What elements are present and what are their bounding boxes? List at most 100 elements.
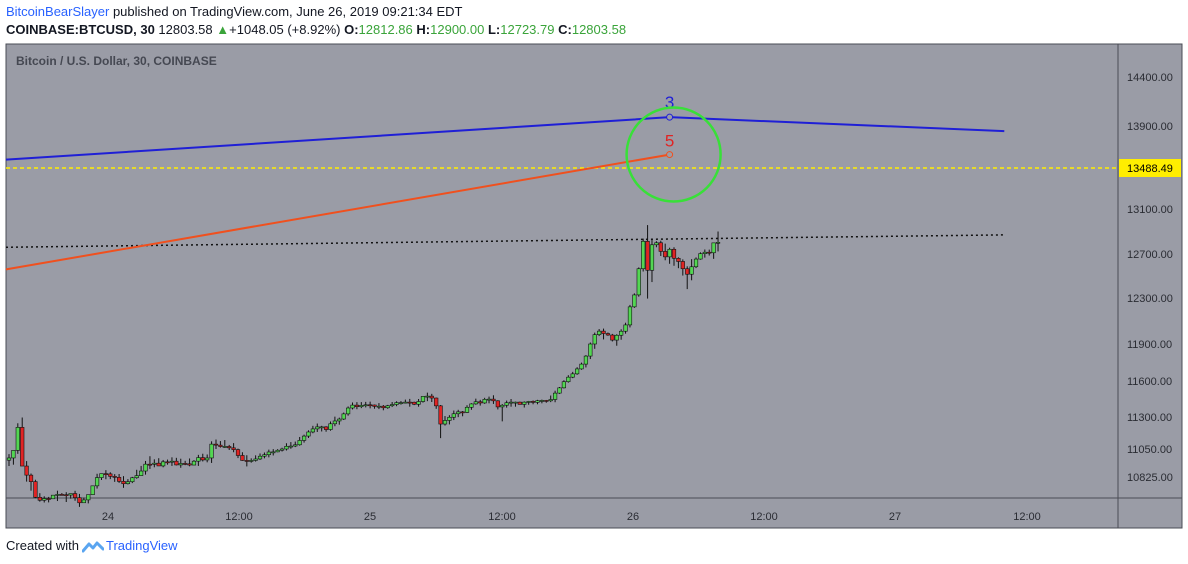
price-axis[interactable] (1118, 44, 1182, 498)
highlight-circle[interactable] (625, 106, 722, 203)
candle-body (663, 251, 668, 258)
high-value: 12900.00 (430, 22, 485, 37)
candle (522, 401, 527, 408)
candle (456, 409, 461, 418)
candle (161, 459, 166, 468)
candle-body (77, 497, 82, 504)
candle (77, 493, 82, 507)
candle (676, 257, 681, 269)
candle (319, 425, 324, 432)
candle-body (522, 401, 527, 405)
price-chart[interactable]: Bitcoin / U.S. Dollar, 30, COINBASE 1440… (0, 0, 1188, 530)
time-axis[interactable] (6, 498, 1118, 528)
candle (663, 243, 668, 261)
candle (103, 470, 108, 480)
candle-body (478, 401, 483, 404)
close-value: 12803.58 (571, 22, 627, 37)
y-tick-label: 11900.00 (1127, 339, 1172, 351)
candle (323, 426, 329, 432)
red-line-label: 5 (665, 132, 674, 151)
blue-line-handle[interactable] (666, 113, 674, 121)
candle (429, 393, 434, 402)
publish-info: BitcoinBearSlayer published on TradingVi… (6, 4, 463, 19)
candle (610, 333, 615, 342)
candle-body (623, 324, 628, 332)
y-tick-labels: 14400.00 13900.00 13100.00 12700.00 12300.00… (1127, 72, 1173, 484)
candle-body (81, 499, 86, 504)
candle (346, 406, 351, 416)
candle-body (707, 251, 712, 254)
candle-body (667, 248, 672, 258)
candle-body (685, 268, 690, 275)
candle-body (394, 402, 399, 405)
drawings[interactable]: 5 3 13488.49 (5, 93, 1181, 271)
dotted-trend-line[interactable] (5, 234, 1005, 248)
candle (504, 400, 509, 408)
candle-body (491, 398, 496, 402)
candle-body (350, 404, 355, 409)
candle (469, 403, 474, 410)
candle-body (398, 402, 404, 404)
candle (262, 452, 267, 459)
candle (288, 442, 293, 449)
candle (535, 399, 540, 405)
candle-body (72, 493, 78, 498)
red-trend-line[interactable] (5, 153, 670, 271)
candle-body (94, 477, 100, 487)
open-label: O: (344, 22, 359, 37)
candle-body (200, 457, 205, 461)
candle (165, 459, 170, 465)
tradingview-brand-link[interactable]: TradingView (105, 538, 178, 553)
candle (68, 493, 73, 499)
candle (486, 396, 492, 404)
candle (698, 252, 703, 260)
y-tick-label: 13900.00 (1127, 121, 1173, 133)
candle (623, 322, 628, 334)
candle-body (134, 475, 139, 479)
candle-body (627, 306, 633, 326)
candle (438, 405, 443, 439)
candle-body (130, 477, 135, 483)
x-tick-label: 12:00 (225, 511, 253, 523)
candle-body (121, 481, 126, 485)
price-label-box (1119, 159, 1181, 177)
candle-body (376, 405, 382, 408)
candle (6, 454, 12, 467)
candle (451, 410, 456, 421)
low-value: 12723.79 (500, 22, 555, 37)
candle-body (429, 395, 434, 399)
candle-body (654, 242, 659, 246)
candle-body (680, 261, 685, 270)
candle (191, 460, 197, 466)
candle-body (37, 496, 42, 501)
candle (707, 249, 712, 256)
candle (257, 453, 263, 460)
candle-body (125, 481, 131, 485)
candle-body (275, 449, 280, 453)
candle-body (235, 449, 241, 456)
candle-body (28, 474, 34, 482)
author-link[interactable]: BitcoinBearSlayer (6, 4, 110, 19)
candle-body (288, 445, 293, 448)
candle-body (143, 463, 148, 472)
candle (552, 390, 558, 403)
y-tick-label: 14400.00 (1127, 72, 1173, 84)
candle (183, 460, 188, 466)
candle (636, 267, 641, 297)
candle-body (156, 462, 161, 467)
y-tick-label: 12700.00 (1127, 249, 1173, 261)
candle-body (447, 416, 452, 421)
change-arrow-icon: ▲ (216, 22, 230, 37)
candle (354, 402, 360, 410)
candle (570, 371, 575, 379)
candle-body (368, 404, 373, 407)
candle-body (412, 401, 417, 405)
chart-pane[interactable] (6, 44, 1118, 498)
candle (37, 493, 42, 502)
candle (447, 415, 452, 425)
candle-body (42, 498, 47, 501)
candle-body (99, 473, 104, 478)
red-line-handle[interactable] (666, 151, 674, 159)
candle-body (139, 470, 144, 476)
candle-body (284, 446, 289, 450)
